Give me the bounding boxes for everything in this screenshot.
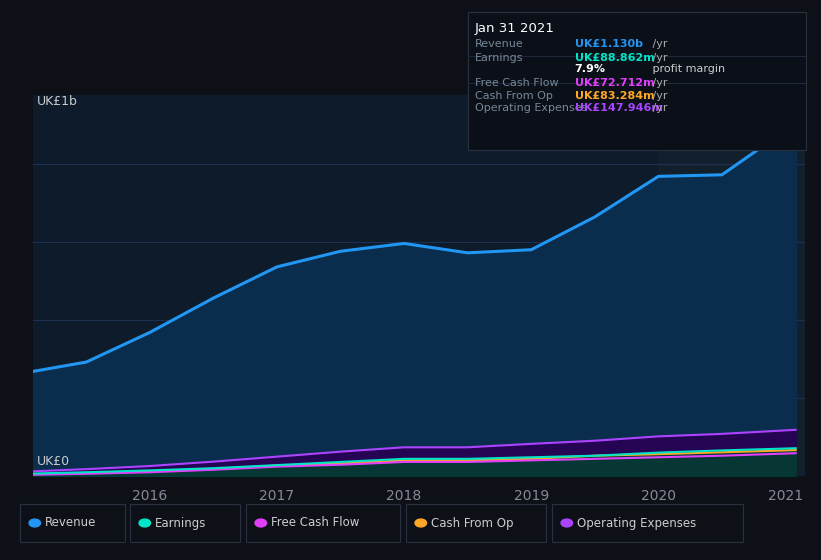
Text: UK£83.284m: UK£83.284m <box>575 91 654 101</box>
Text: Free Cash Flow: Free Cash Flow <box>271 516 359 530</box>
Bar <box>658 95 805 476</box>
Text: Free Cash Flow: Free Cash Flow <box>475 78 558 87</box>
Text: Earnings: Earnings <box>475 53 523 63</box>
Text: /yr: /yr <box>649 104 667 113</box>
Text: Operating Expenses: Operating Expenses <box>475 104 587 113</box>
Text: /yr: /yr <box>649 78 667 87</box>
Text: Revenue: Revenue <box>475 39 523 49</box>
Text: UK£72.712m: UK£72.712m <box>575 78 654 87</box>
Text: /yr: /yr <box>649 39 667 49</box>
Text: UK£0: UK£0 <box>37 455 70 468</box>
Text: Operating Expenses: Operating Expenses <box>576 516 696 530</box>
Text: 7.9%: 7.9% <box>575 64 606 74</box>
Text: UK£88.862m: UK£88.862m <box>575 53 654 63</box>
Text: Revenue: Revenue <box>44 516 96 530</box>
Text: UK£1b: UK£1b <box>37 95 77 108</box>
Text: profit margin: profit margin <box>649 64 725 74</box>
Text: Cash From Op: Cash From Op <box>475 91 553 101</box>
Text: UK£1.130b: UK£1.130b <box>575 39 643 49</box>
Text: Jan 31 2021: Jan 31 2021 <box>475 22 554 35</box>
Text: Earnings: Earnings <box>154 516 206 530</box>
Text: /yr: /yr <box>649 53 667 63</box>
Text: Cash From Op: Cash From Op <box>431 516 513 530</box>
Text: /yr: /yr <box>649 91 667 101</box>
Text: UK£147.946m: UK£147.946m <box>575 104 663 113</box>
